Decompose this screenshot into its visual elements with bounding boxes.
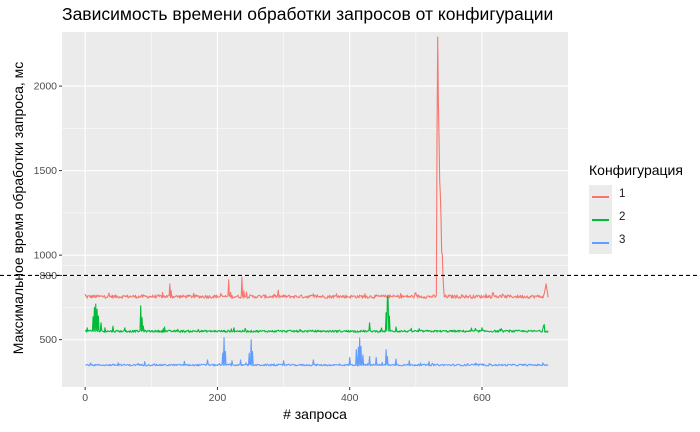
y-tick-label: 880	[39, 270, 57, 282]
legend-swatch-1	[592, 196, 609, 198]
legend-item-2: 2	[589, 208, 689, 231]
legend-label-3: 3	[619, 234, 626, 246]
legend-title: Конфигурация	[589, 162, 683, 178]
legend-key-2	[589, 208, 612, 231]
y-tick-label: 1000	[34, 250, 58, 262]
x-tick-label: 600	[473, 392, 491, 404]
series-line-2	[84, 295, 549, 333]
y-axis-label: Максимальное время обработки запроса, мс	[10, 61, 26, 355]
series-line-3	[85, 337, 549, 367]
legend-item-3: 3	[589, 231, 689, 254]
legend-item-1: 1	[589, 185, 689, 208]
legend-key-1	[589, 185, 612, 208]
legend-swatch-2	[592, 219, 609, 221]
x-tick-label: 0	[82, 392, 88, 404]
legend-label-1: 1	[619, 188, 626, 200]
x-axis-label: # запроса	[283, 406, 347, 422]
plot-panel	[62, 32, 568, 387]
legend-label-2: 2	[619, 211, 626, 223]
y-tick-label: 1500	[34, 165, 58, 177]
x-tick-label: 200	[209, 392, 227, 404]
legend-key-3	[589, 231, 612, 254]
y-tick-label: 2000	[34, 81, 58, 93]
x-tick-label: 400	[341, 392, 359, 404]
chart-title: Зависимость времени обработки запросов о…	[62, 4, 554, 24]
legend-swatch-3	[592, 242, 609, 244]
y-tick-label: 500	[39, 334, 57, 346]
series-line-1	[84, 36, 549, 299]
